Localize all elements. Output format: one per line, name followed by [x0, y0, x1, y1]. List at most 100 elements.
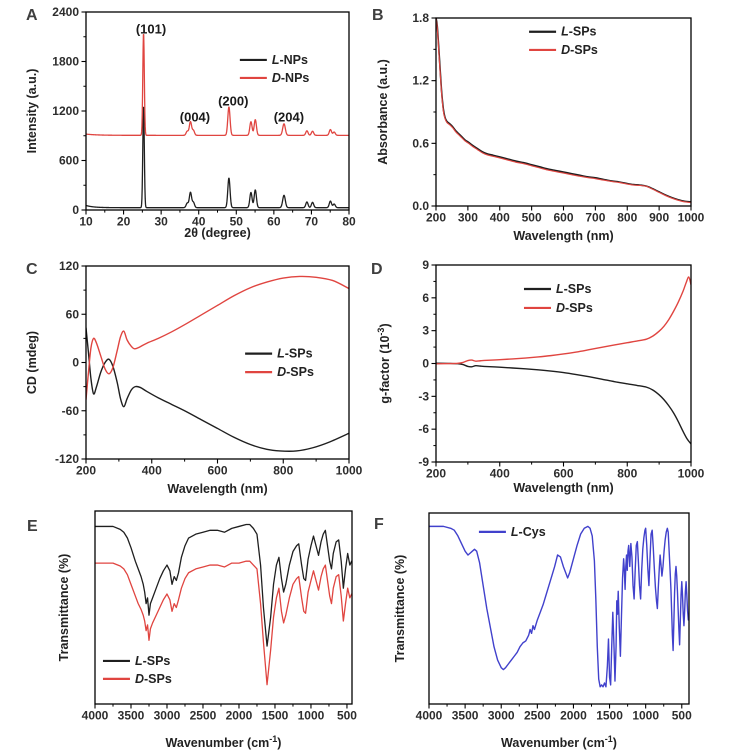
- svg-text:L-NPs: L-NPs: [272, 53, 308, 67]
- svg-text:80: 80: [342, 215, 356, 229]
- panel-F: F 4000 3500 3000 2500 2000 1500 1000 500 Wavenum…: [369, 504, 738, 756]
- svg-text:-3: -3: [418, 389, 429, 403]
- svg-text:0: 0: [72, 356, 79, 370]
- svg-text:-6: -6: [418, 422, 429, 436]
- svg-text:60: 60: [267, 215, 281, 229]
- panel-A-chart: 10 20 30 40 50 60 70 80 0 600 1200 1800 2400 2θ (degr…: [25, 5, 356, 240]
- svg-text:Wavelength (nm): Wavelength (nm): [167, 482, 267, 496]
- svg-text:50: 50: [230, 215, 244, 229]
- svg-text:600: 600: [59, 154, 79, 168]
- svg-text:(101): (101): [136, 21, 166, 36]
- svg-text:1000: 1000: [678, 467, 705, 481]
- svg-text:400: 400: [490, 211, 510, 225]
- svg-text:200: 200: [426, 211, 446, 225]
- svg-text:3: 3: [422, 324, 429, 338]
- svg-text:4000: 4000: [82, 709, 109, 723]
- svg-text:800: 800: [617, 467, 637, 481]
- svg-text:2500: 2500: [524, 709, 551, 723]
- svg-text:9: 9: [422, 258, 429, 272]
- svg-text:Transmittance (%): Transmittance (%): [393, 555, 407, 663]
- svg-text:1200: 1200: [52, 104, 79, 118]
- svg-text:-120: -120: [55, 452, 79, 466]
- panel-letter-B: B: [372, 7, 384, 24]
- svg-text:Wavelength (nm): Wavelength (nm): [513, 229, 613, 243]
- svg-text:Transmittance (%): Transmittance (%): [57, 554, 71, 662]
- svg-text:200: 200: [426, 467, 446, 481]
- svg-text:1000: 1000: [632, 709, 659, 723]
- svg-text:1000: 1000: [336, 464, 363, 478]
- panel-letter-E: E: [27, 518, 38, 535]
- panel-letter-F: F: [374, 516, 384, 533]
- svg-text:L-SPs: L-SPs: [135, 654, 170, 668]
- svg-text:2000: 2000: [226, 709, 253, 723]
- svg-text:2500: 2500: [190, 709, 217, 723]
- svg-text:70: 70: [305, 215, 319, 229]
- svg-text:3500: 3500: [452, 709, 479, 723]
- svg-text:600: 600: [553, 467, 573, 481]
- svg-text:Intensity (a.u.): Intensity (a.u.): [25, 69, 39, 154]
- svg-text:500: 500: [672, 709, 692, 723]
- panel-C-chart: 200 400 600 800 1000 -120 -60 0 60 120 Wavelength …: [25, 259, 363, 496]
- svg-text:120: 120: [59, 259, 79, 273]
- svg-text:3000: 3000: [154, 709, 181, 723]
- svg-text:30: 30: [154, 215, 168, 229]
- svg-text:Absorbance (a.u.): Absorbance (a.u.): [376, 59, 390, 165]
- svg-text:600: 600: [553, 211, 573, 225]
- svg-text:900: 900: [649, 211, 669, 225]
- svg-text:500: 500: [337, 709, 357, 723]
- svg-text:400: 400: [490, 467, 510, 481]
- svg-text:10: 10: [79, 215, 93, 229]
- svg-text:0.0: 0.0: [412, 199, 429, 213]
- svg-text:1500: 1500: [596, 709, 623, 723]
- svg-text:1000: 1000: [298, 709, 325, 723]
- svg-text:40: 40: [192, 215, 206, 229]
- svg-text:400: 400: [142, 464, 162, 478]
- panel-letter-D: D: [371, 261, 383, 278]
- svg-text:2000: 2000: [560, 709, 587, 723]
- svg-text:D-SPs: D-SPs: [277, 365, 314, 379]
- svg-text:800: 800: [273, 464, 293, 478]
- svg-text:D-NPs: D-NPs: [272, 71, 310, 85]
- svg-text:60: 60: [66, 307, 80, 321]
- svg-text:(204): (204): [274, 110, 304, 125]
- svg-text:(004): (004): [180, 110, 210, 125]
- svg-text:-9: -9: [418, 455, 429, 469]
- svg-text:D-SPs: D-SPs: [556, 301, 593, 315]
- svg-text:3000: 3000: [488, 709, 515, 723]
- svg-text:(200): (200): [218, 94, 248, 109]
- panel-E-chart: 4000 3500 3000 2500 2000 1500 1000 500 Wavenumbe…: [57, 510, 357, 750]
- panel-B-chart: 200 300 400 500 600 700 800 900 1000 0.0 0.6 1.2 1.8…: [376, 11, 705, 243]
- svg-text:Wavenumber (cm-1): Wavenumber (cm-1): [501, 734, 617, 750]
- panel-E: E 4000 3500 3000 2500 2000 1500 1000 500 Wavenum…: [0, 504, 369, 756]
- panel-B: B 200 300 400 500 600 700 800 900 1000 0.0 0.6 1.2 1…: [369, 0, 738, 252]
- svg-text:2θ (degree): 2θ (degree): [184, 226, 251, 240]
- svg-text:L-SPs: L-SPs: [277, 347, 312, 361]
- panel-A: A 10 20 30 40 50 60 70 80 0 600 1200 1800 2400 2θ (de…: [0, 0, 369, 252]
- panel-C: C 200 400 600 800 1000 -120 -60 0 60 120 Wavelengt…: [0, 252, 369, 504]
- svg-text:1.8: 1.8: [412, 11, 429, 25]
- svg-text:L-SPs: L-SPs: [556, 282, 591, 296]
- panel-letter-C: C: [26, 261, 38, 278]
- svg-text:300: 300: [458, 211, 478, 225]
- svg-text:800: 800: [617, 211, 637, 225]
- svg-text:1500: 1500: [262, 709, 289, 723]
- svg-text:0.6: 0.6: [412, 136, 429, 150]
- svg-text:CD (mdeg): CD (mdeg): [25, 331, 39, 394]
- svg-text:3500: 3500: [118, 709, 145, 723]
- panel-D-chart: 200 400 600 800 1000 -9 -6 -3 0 3 6 9 Wavelength (nm…: [376, 258, 705, 495]
- svg-text:6: 6: [422, 291, 429, 305]
- svg-text:1.2: 1.2: [412, 74, 429, 88]
- panel-D: D 200 400 600 800 1000 -9 -6 -3 0 3 6 9 Wavelength (…: [369, 252, 738, 504]
- svg-text:4000: 4000: [416, 709, 443, 723]
- svg-text:600: 600: [207, 464, 227, 478]
- svg-text:1800: 1800: [52, 55, 79, 69]
- svg-text:L-SPs: L-SPs: [561, 25, 596, 39]
- svg-text:g-factor (10-3): g-factor (10-3): [376, 323, 392, 403]
- svg-text:0: 0: [422, 357, 429, 371]
- svg-text:1000: 1000: [678, 211, 705, 225]
- svg-text:500: 500: [522, 211, 542, 225]
- svg-text:D-SPs: D-SPs: [135, 672, 172, 686]
- svg-text:700: 700: [585, 211, 605, 225]
- panel-letter-A: A: [26, 7, 38, 24]
